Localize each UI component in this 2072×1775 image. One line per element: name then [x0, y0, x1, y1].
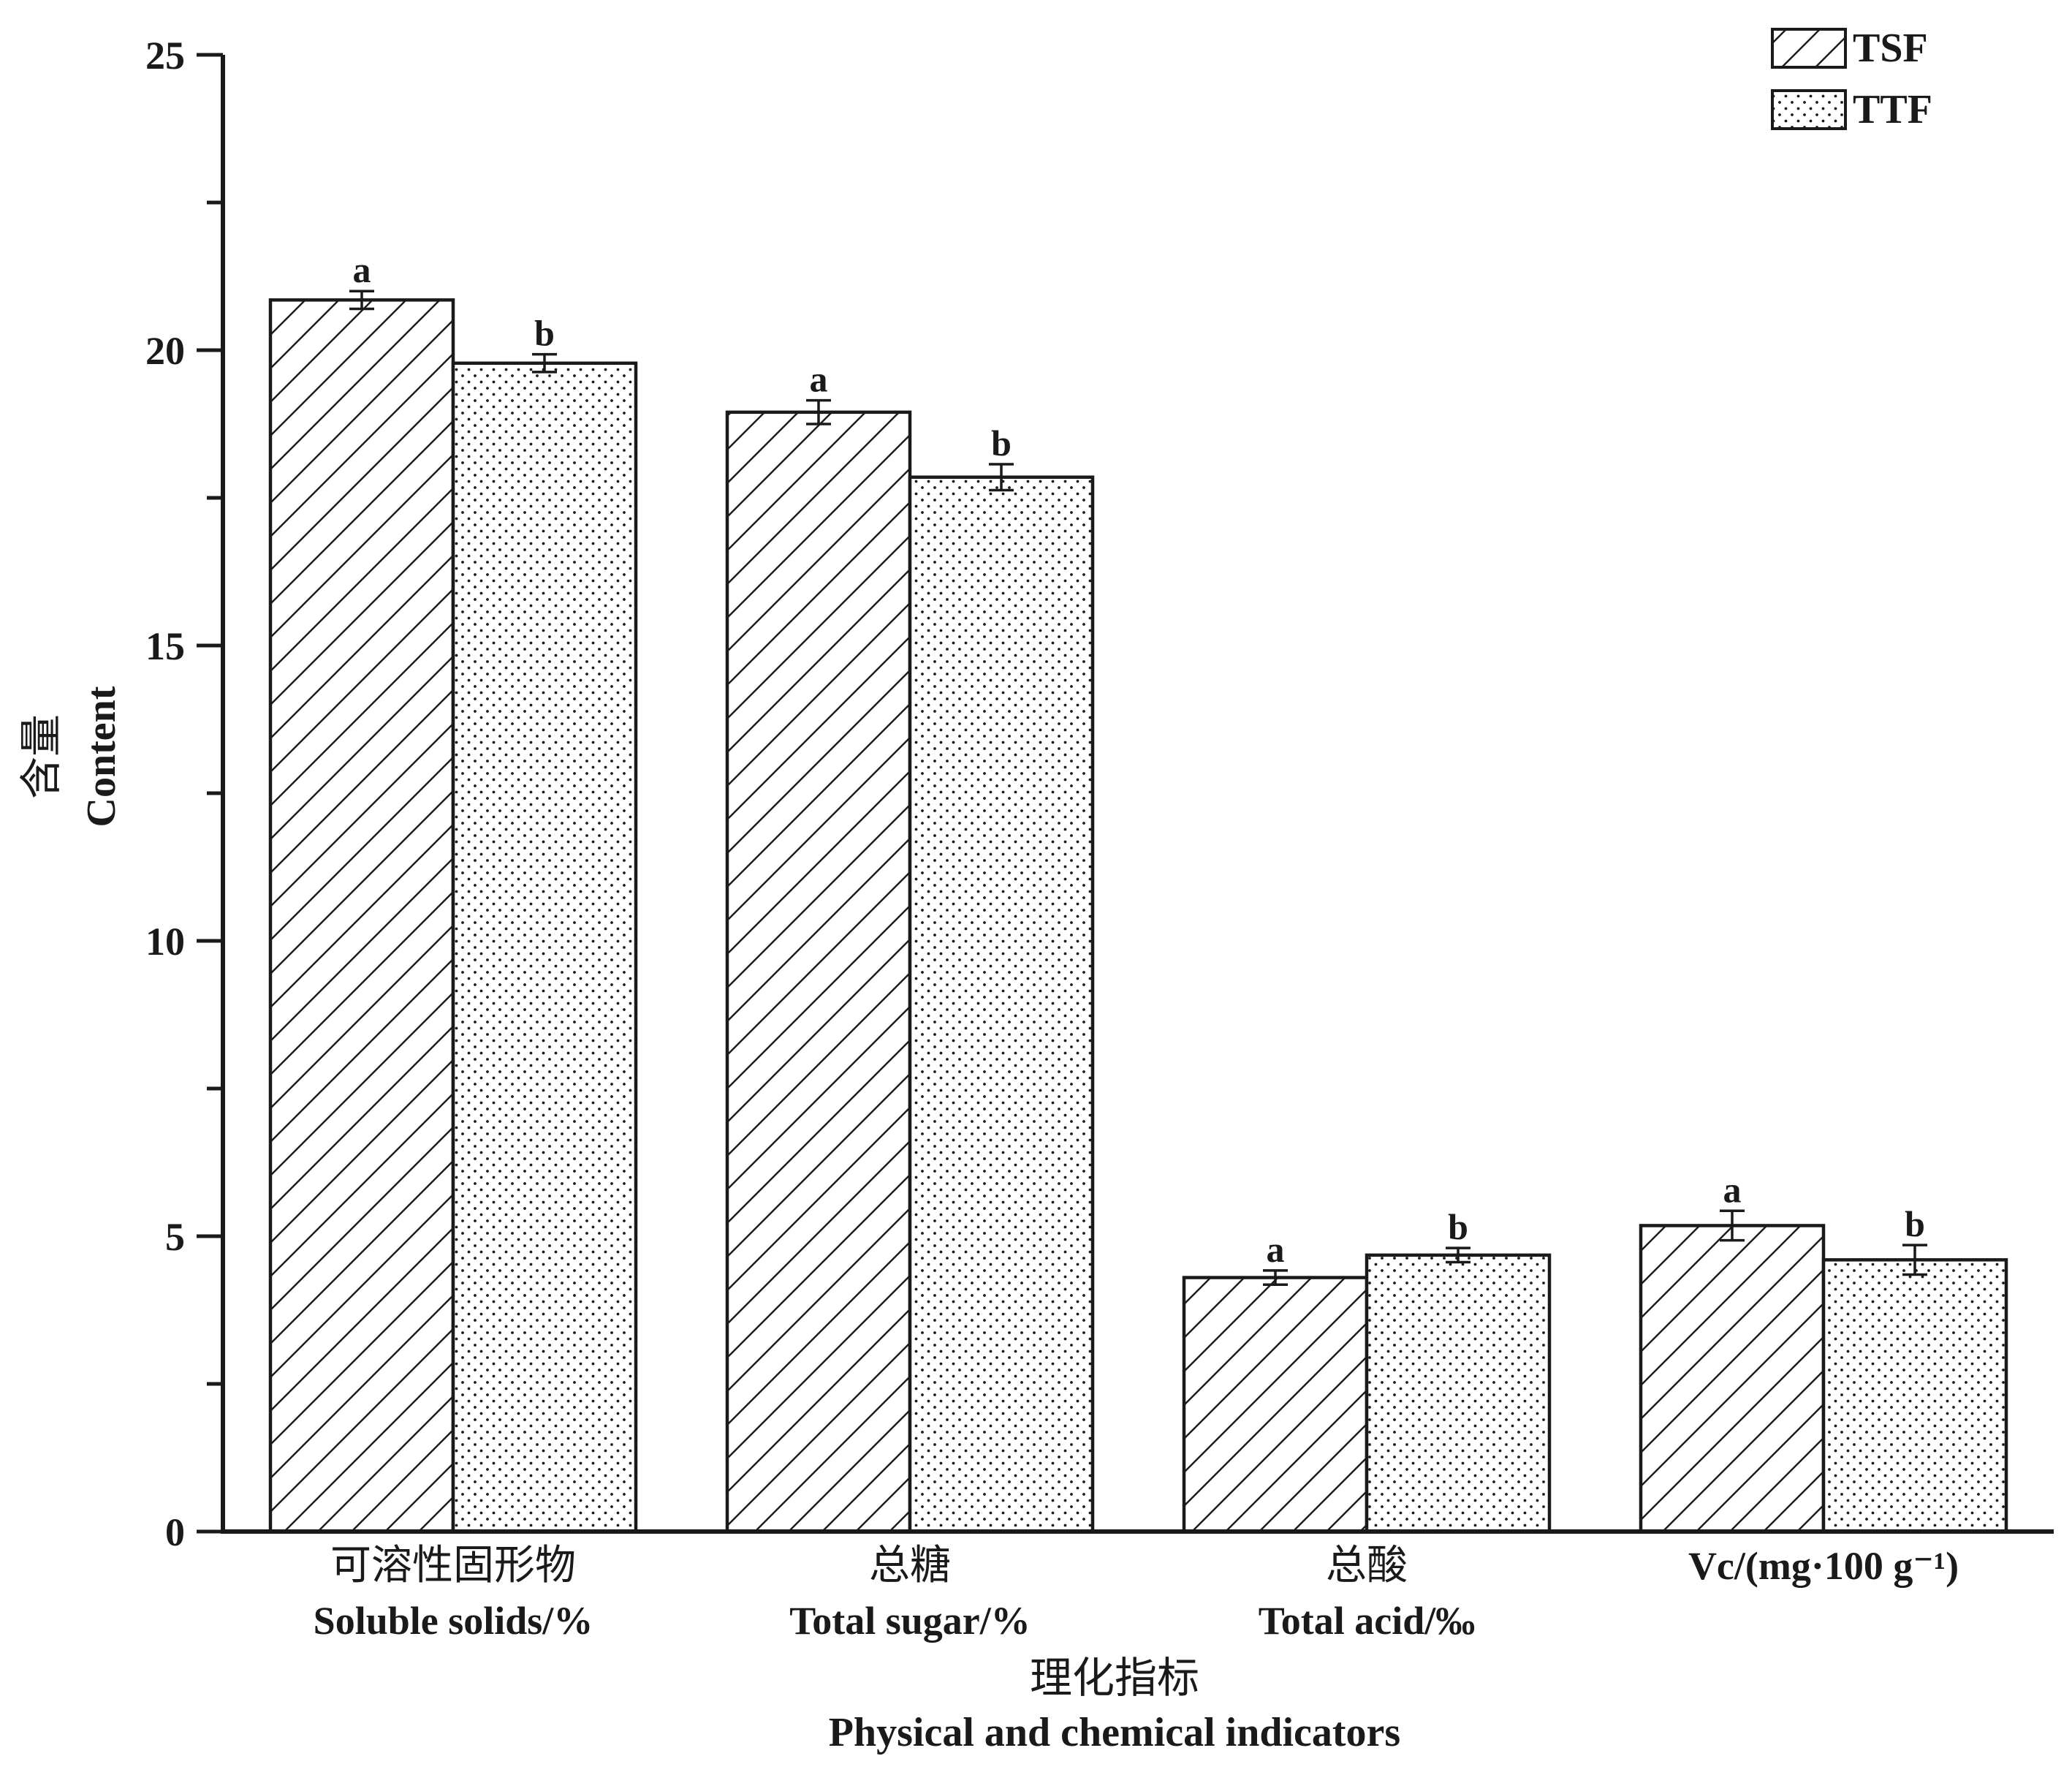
y-axis-title-en: Content	[79, 686, 124, 827]
x-category-label-en-1: Total sugar/%	[789, 1599, 1031, 1643]
y-tick-label-2: 10	[145, 920, 185, 964]
bar-ttf-0	[451, 361, 638, 1534]
y-tick-label-4: 20	[145, 329, 185, 373]
x-axis-title-en: Physical and chemical indicators	[829, 1710, 1400, 1755]
x-category-label-cn-2: 总酸	[1326, 1543, 1408, 1589]
x-category-label-cn-0: 可溶性固形物	[330, 1543, 576, 1589]
legend-swatch-ttf	[1771, 89, 1847, 130]
y-tick-label-3: 15	[145, 624, 185, 668]
significance-label-tsf-2: a	[1267, 1229, 1285, 1270]
bar-tsf-0	[268, 298, 455, 1534]
legend-label-tsf: TSF	[1853, 26, 1928, 71]
legend-label-ttf: TTF	[1853, 87, 1932, 132]
significance-label-tsf-1: a	[810, 359, 828, 400]
bar-tsf-2	[1182, 1276, 1369, 1534]
significance-label-ttf-3: b	[1905, 1203, 1925, 1244]
significance-label-ttf-2: b	[1448, 1206, 1468, 1247]
x-category-label-cn-1: 总糖	[869, 1543, 951, 1589]
x-category-label-en-0: Soluble solids/%	[314, 1599, 593, 1643]
legend-swatch-tsf	[1771, 28, 1847, 69]
x-category-label-en-3: Vc/(mg·100 g⁻¹)	[1688, 1544, 1959, 1588]
significance-label-tsf-3: a	[1723, 1169, 1742, 1210]
y-axis-title-cn: 含量	[18, 714, 65, 799]
y-tick-label-1: 5	[165, 1215, 185, 1259]
x-axis-title-cn: 理化指标	[1030, 1654, 1199, 1702]
significance-label-ttf-0: b	[534, 313, 555, 354]
bar-tsf-3	[1639, 1224, 1826, 1534]
bar-tsf-1	[725, 410, 912, 1534]
x-category-label-en-2: Total acid/‰	[1259, 1599, 1476, 1643]
significance-label-tsf-0: a	[353, 249, 371, 290]
bar-ttf-3	[1821, 1258, 2008, 1534]
y-tick-label-0: 0	[165, 1510, 185, 1554]
significance-label-ttf-1: b	[991, 423, 1012, 463]
bar-ttf-1	[908, 475, 1095, 1534]
y-tick-label-5: 25	[145, 34, 185, 77]
bar-ttf-2	[1365, 1253, 1552, 1534]
